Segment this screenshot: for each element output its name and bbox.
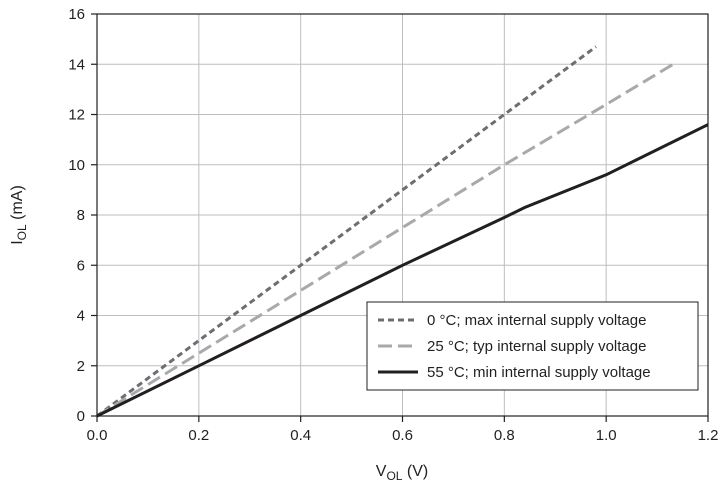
y-tick-label: 16 [68, 6, 85, 23]
legend-label-3: 55 °C; min internal supply voltage [427, 364, 651, 381]
y-tick-label: 14 [68, 56, 85, 73]
grid [97, 14, 708, 416]
series-line-3 [96, 123, 709, 418]
x-tick-label: 0.6 [392, 427, 413, 444]
y-tick-label: 4 [77, 308, 85, 325]
x-tick-label: 0.8 [494, 427, 515, 444]
legend-entries: 0 °C; max internal supply voltage 25 °C; … [378, 312, 651, 381]
y-tick-label: 10 [68, 157, 85, 174]
ticks: 0.0 0.2 0.4 0.6 0.8 1.0 1.2 0 2 4 6 8 10 12 14 16 [68, 6, 718, 444]
y-axis-title: IOL (mA) [9, 185, 29, 245]
x-axis-title-sub: OL [386, 469, 402, 483]
x-axis-title-main: V [376, 463, 387, 480]
y-tick-label: 8 [77, 207, 85, 224]
legend-label-2: 25 °C; typ internal supply voltage [427, 338, 646, 355]
legend: 0 °C; max internal supply voltage 25 °C; … [366, 301, 699, 391]
x-tick-label: 1.2 [698, 427, 719, 444]
series-line-1 [96, 45, 597, 418]
x-tick-label: 0.0 [87, 427, 108, 444]
series-layer [96, 45, 709, 418]
legend-label-1: 0 °C; max internal supply voltage [427, 312, 646, 329]
y-tick-label: 12 [68, 107, 85, 124]
x-tick-label: 1.0 [596, 427, 617, 444]
x-axis-title-unit: (V) [402, 463, 428, 480]
y-axis-title-main: I [9, 240, 26, 244]
y-tick-label: 2 [77, 358, 85, 375]
x-tick-label: 0.2 [188, 427, 209, 444]
y-axis-title-unit: (mA) [9, 185, 26, 224]
x-tick-label: 0.4 [290, 427, 311, 444]
y-tick-label: 0 [77, 408, 85, 425]
y-tick-label: 6 [77, 257, 85, 274]
y-axis-title-sub: OL [15, 224, 29, 240]
x-axis-title: VOL (V) [376, 463, 428, 483]
legend-box [366, 301, 699, 391]
